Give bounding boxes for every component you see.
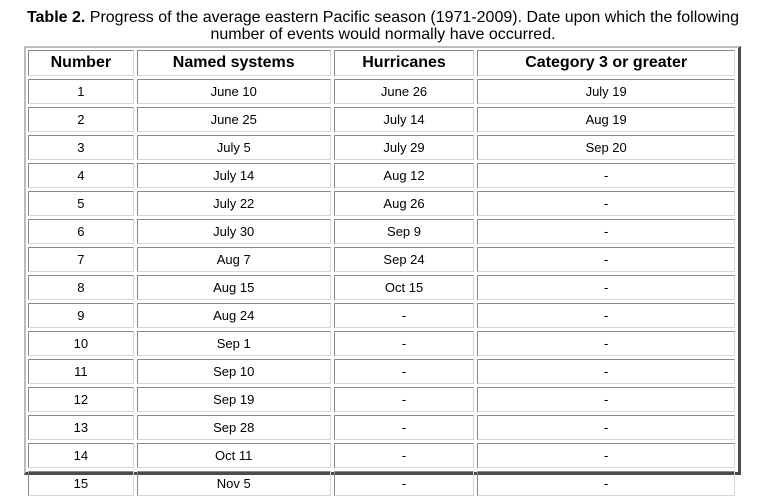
table-body: 1 June 10 June 26 July 19 2 June 25 July 14 Aug… (28, 79, 735, 496)
cell-number: 8 (28, 275, 134, 300)
cell-hurricanes: July 29 (333, 135, 475, 160)
cell-category-3: - (477, 443, 735, 468)
table-row: 1 June 10 June 26 July 19 (28, 79, 735, 104)
table-row: 15 Nov 5-- (28, 471, 735, 496)
cell-named-systems: June 25 (136, 107, 331, 132)
cell-hurricanes: June 26 (333, 79, 475, 104)
cell-hurricanes: - (333, 359, 475, 384)
cell-named-systems: Aug 15 (136, 275, 331, 300)
header-named-systems: Named systems (136, 50, 331, 76)
cell-category-3: - (477, 247, 735, 272)
cell-category-3: - (477, 331, 735, 356)
cell-hurricanes: Aug 26 (333, 191, 475, 216)
cell-number: 12 (28, 387, 134, 412)
cell-hurricanes: - (333, 443, 475, 468)
cell-number: 1 (28, 79, 134, 104)
table-container: Number Named systems Hurricanes Category… (24, 46, 741, 496)
table-row: 4 July 14 Aug 12- (28, 163, 735, 188)
cell-hurricanes: July 14 (333, 107, 475, 132)
cell-number: 15 (28, 471, 134, 496)
cell-hurricanes: - (333, 415, 475, 440)
cell-named-systems: July 22 (136, 191, 331, 216)
table-row: 14 Oct 11- - (28, 443, 735, 468)
cell-hurricanes: Sep 24 (333, 247, 475, 272)
cell-category-3: - (477, 191, 735, 216)
table-row: 2 June 25 July 14 Aug 19 (28, 107, 735, 132)
cell-category-3: - (477, 219, 735, 244)
cell-named-systems: July 5 (136, 135, 331, 160)
table-row: 6 July 30 Sep 9- (28, 219, 735, 244)
cell-category-3: - (477, 359, 735, 384)
cell-number: 7 (28, 247, 134, 272)
table-row: 8 Aug 15 Oct 15- (28, 275, 735, 300)
cell-category-3: - (477, 163, 735, 188)
table-row: 12 Sep 19- - (28, 387, 735, 412)
cell-number: 3 (28, 135, 134, 160)
cell-number: 14 (28, 443, 134, 468)
cell-hurricanes: - (333, 331, 475, 356)
cell-category-3: - (477, 387, 735, 412)
cell-category-3: - (477, 275, 735, 300)
header-hurricanes: Hurricanes (333, 50, 475, 76)
cell-named-systems: Aug 7 (136, 247, 331, 272)
cell-number: 11 (28, 359, 134, 384)
caption-text: Progress of the average eastern Pacific … (85, 9, 740, 43)
cell-number: 9 (28, 303, 134, 328)
table-row: 3 July 5 July 29 Sep 20 (28, 135, 735, 160)
cell-named-systems: Oct 11 (136, 443, 331, 468)
cell-category-3: - (477, 303, 735, 328)
cell-named-systems: Sep 10 (136, 359, 331, 384)
header-category-3: Category 3 or greater (477, 50, 735, 76)
cell-number: 2 (28, 107, 134, 132)
cell-named-systems: Sep 28 (136, 415, 331, 440)
cell-hurricanes: - (333, 471, 475, 496)
cell-hurricanes: Sep 9 (333, 219, 475, 244)
cell-number: 6 (28, 219, 134, 244)
cell-number: 4 (28, 163, 134, 188)
cell-category-3: - (477, 471, 735, 496)
table-row: 9 Aug 24- - (28, 303, 735, 328)
cell-named-systems: Sep 19 (136, 387, 331, 412)
cell-named-systems: July 30 (136, 219, 331, 244)
cell-named-systems: Nov 5 (136, 471, 331, 496)
cell-category-3: Sep 20 (477, 135, 735, 160)
cell-named-systems: July 14 (136, 163, 331, 188)
cell-hurricanes: Aug 12 (333, 163, 475, 188)
cell-number: 5 (28, 191, 134, 216)
cell-number: 10 (28, 331, 134, 356)
cell-named-systems: Aug 24 (136, 303, 331, 328)
cell-hurricanes: Oct 15 (333, 275, 475, 300)
caption-label: Table 2. (26, 9, 86, 26)
cell-category-3: Aug 19 (477, 107, 735, 132)
cell-number: 13 (28, 415, 134, 440)
header-row: Number Named systems Hurricanes Category… (28, 50, 735, 76)
cell-hurricanes: - (333, 303, 475, 328)
header-number: Number (28, 50, 134, 76)
table-row: 10 Sep 1-- (28, 331, 735, 356)
table-row: 13 Sep 28- - (28, 415, 735, 440)
season-progress-table: Number Named systems Hurricanes Category… (25, 47, 738, 499)
cell-named-systems: Sep 1 (136, 331, 331, 356)
cell-named-systems: June 10 (136, 79, 331, 104)
cell-category-3: - (477, 415, 735, 440)
cell-category-3: July 19 (477, 79, 735, 104)
table-row: 5 July 22 Aug 26- (28, 191, 735, 216)
table-row: 7 Aug 7 Sep 24- (28, 247, 735, 272)
table-row: 11 Sep 10- - (28, 359, 735, 384)
cell-hurricanes: - (333, 387, 475, 412)
table-caption: Table 2. Progress of the average eastern… (24, 9, 742, 43)
